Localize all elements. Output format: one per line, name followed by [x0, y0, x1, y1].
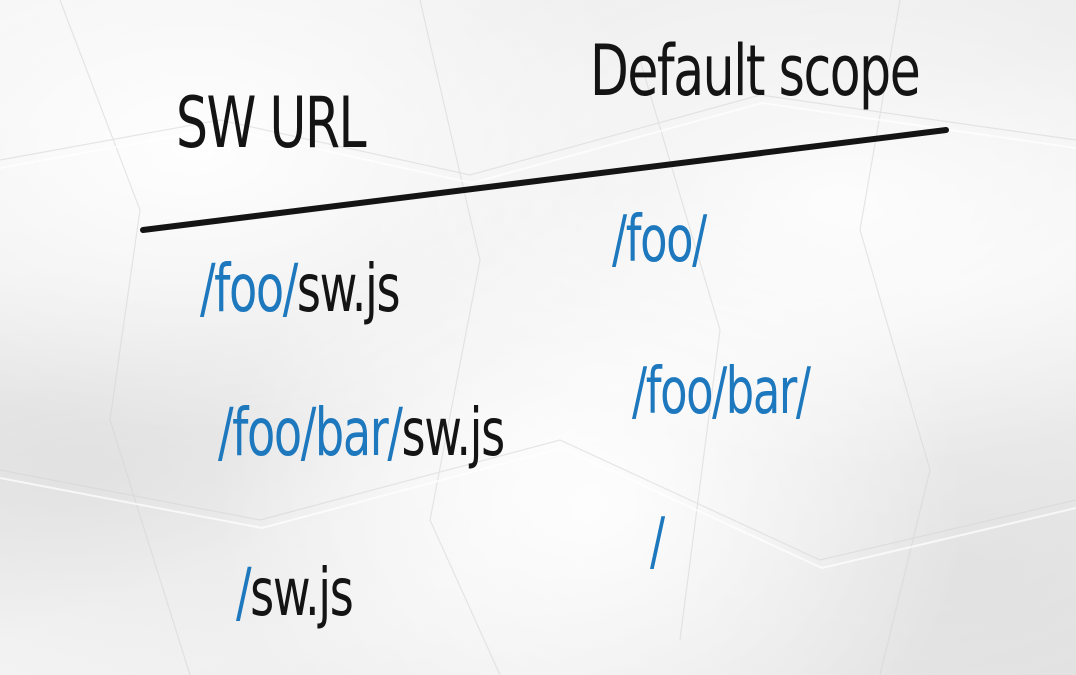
default-scope-row-2: /foo/bar/	[632, 355, 811, 429]
sw-url-filename: sw.js	[296, 250, 401, 327]
sw-url-path: /foo/	[200, 250, 298, 327]
sw-url-row-1: /foo/sw.js	[200, 256, 401, 322]
sw-url-filename: sw.js	[250, 554, 354, 631]
sw-url-filename: sw.js	[401, 394, 506, 471]
sw-url-path: /	[236, 554, 252, 631]
sw-url-row-2: /foo/bar/sw.js	[218, 400, 505, 466]
header-default-scope: Default scope	[590, 30, 921, 112]
default-scope-row-3: /	[650, 505, 665, 579]
sw-url-row-3: /sw.js	[236, 560, 354, 626]
default-scope-row-1: /foo/	[612, 203, 707, 277]
header-sw-url: SW URL	[176, 82, 367, 164]
sw-url-path: /foo/bar/	[218, 394, 403, 471]
